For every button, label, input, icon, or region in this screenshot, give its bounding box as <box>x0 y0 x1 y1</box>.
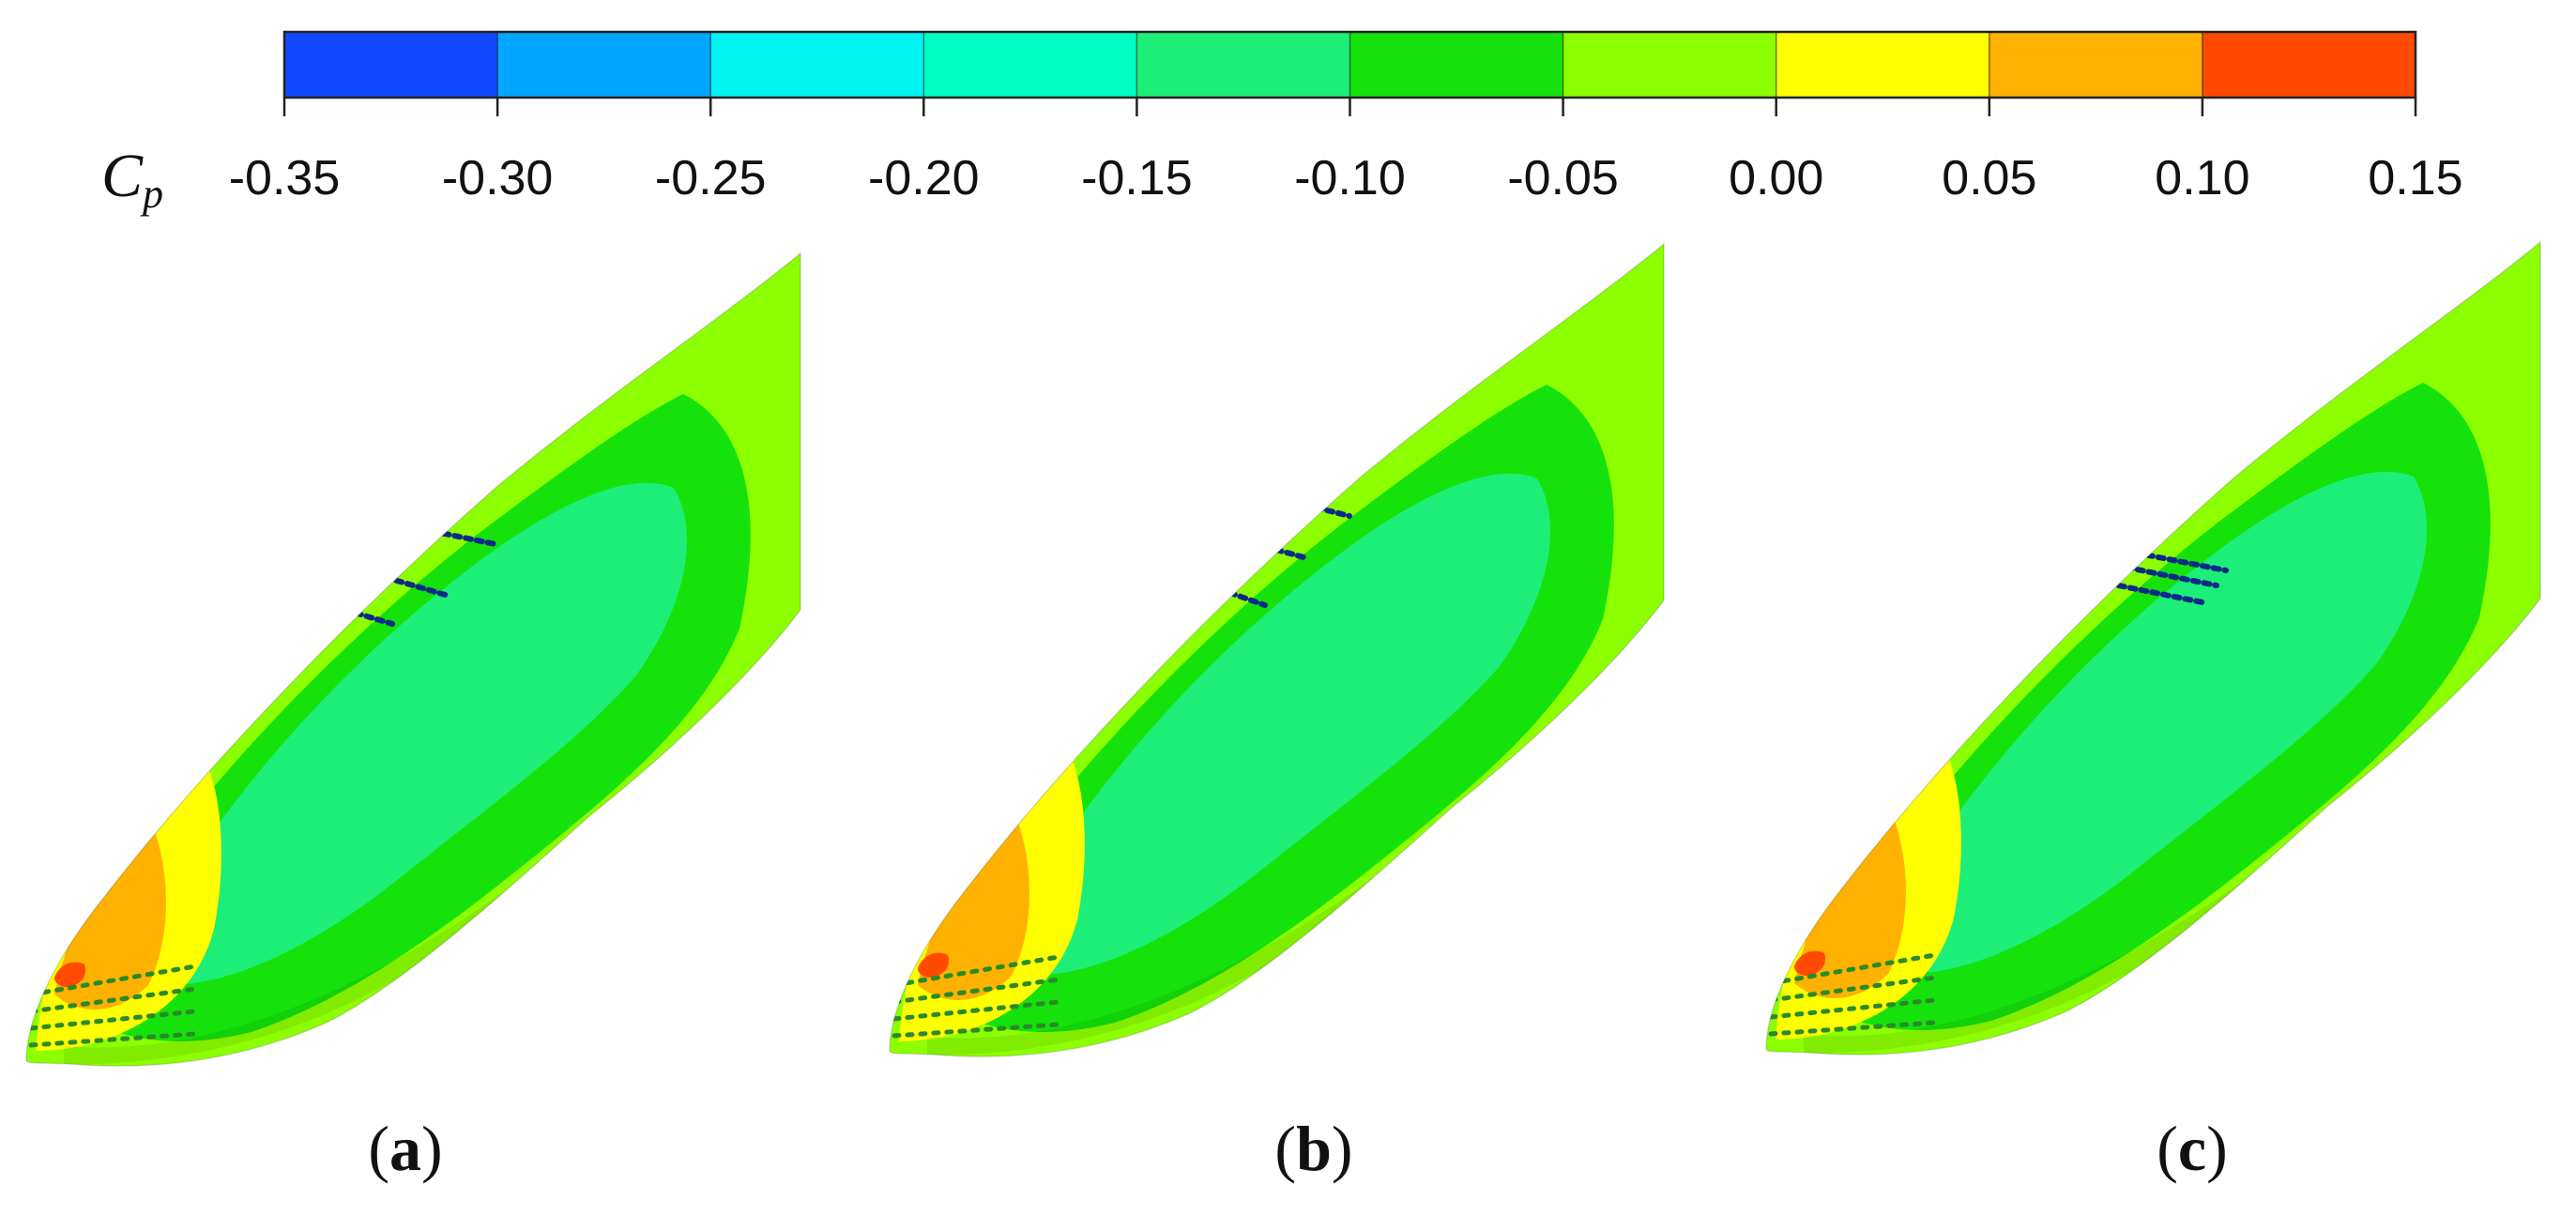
panel-label-c: (c) <box>2157 1113 2228 1184</box>
surface-contours <box>1766 242 2540 1055</box>
colorbar-swatch <box>1989 32 2203 98</box>
nose-hole-row <box>892 1022 1061 1039</box>
colorbar-tick-label: 0.05 <box>1942 151 2037 205</box>
nose-hole-row <box>892 954 1061 988</box>
nose-hole-row <box>28 964 198 997</box>
panel-c-nose-surface <box>1765 240 2541 1055</box>
slot-high-pressure-spot <box>1916 558 1958 573</box>
nose-hole-row <box>1768 1020 1938 1037</box>
contour-region-minus-0-20 <box>1077 430 1289 554</box>
blowing-slot <box>202 565 395 627</box>
surface-outline <box>25 251 801 1067</box>
colorbar-tick-label: -0.15 <box>1081 151 1193 205</box>
nose-hole-row <box>892 977 1061 1005</box>
nose-hole-row <box>28 1009 198 1031</box>
nose-hole-row <box>1768 997 1938 1020</box>
surface-outline <box>889 242 1665 1057</box>
contour-region-0-10 <box>918 952 950 978</box>
contour-region-minus-0-20 <box>214 439 426 564</box>
colorbar-swatch <box>1136 32 1350 98</box>
nose-hole-row <box>28 986 198 1014</box>
blowing-slot <box>1150 463 1352 519</box>
contour-region-minus-0-15 <box>139 482 688 985</box>
contour-region-0-05 <box>918 807 1029 1001</box>
contour-region-minus-0-25 <box>1991 427 2143 510</box>
colorbar-swatch <box>1349 32 1564 98</box>
colorbar-swatch <box>497 32 711 98</box>
colorbar <box>282 30 2417 116</box>
blowing-slot <box>1089 496 1310 561</box>
colorbar-tick-label: 0.00 <box>1729 151 1824 205</box>
colorbar-swatch <box>1776 32 1990 98</box>
contour-region-minus-0-25 <box>252 438 404 522</box>
contour-region-0-05 <box>54 816 166 1010</box>
surface-contours <box>890 244 1664 1057</box>
slot-high-pressure-spot <box>176 569 218 584</box>
nose-hole-row <box>1768 952 1938 986</box>
colorbar-tick-label: -0.20 <box>868 151 980 205</box>
panel-label-a: (a) <box>368 1113 443 1184</box>
surface-outline <box>1765 240 2541 1055</box>
contour-region-0-10 <box>54 962 86 987</box>
colorbar-swatch <box>2202 32 2416 98</box>
colorbar-tick-label: -0.35 <box>228 151 341 205</box>
blowing-slot <box>1089 541 1268 608</box>
colorbar-swatch <box>1562 32 1777 98</box>
surface-contours <box>26 253 800 1067</box>
nose-hole-row <box>892 999 1061 1022</box>
colorbar-swatch <box>710 32 924 98</box>
panel-b-nose-surface <box>889 242 1665 1057</box>
colorbar-tick-label: -0.10 <box>1294 151 1406 205</box>
slot-high-pressure-spot <box>1040 560 1081 575</box>
panel-label-b: (b) <box>1274 1113 1353 1184</box>
colorbar-swatch <box>284 32 498 98</box>
contour-region-minus-0-15 <box>1002 473 1551 977</box>
contour-region-minus-0-20 <box>1954 428 2166 553</box>
contour-region-minus-0-15 <box>1879 471 2428 975</box>
colorbar-tick-label: 0.10 <box>2155 151 2250 205</box>
panel-a-nose-surface <box>25 251 801 1067</box>
colorbar-swatch <box>923 32 1137 98</box>
colorbar-tick-label: -0.30 <box>441 151 554 205</box>
cp-symbol-main: C <box>101 142 144 210</box>
colorbar-tick-label: -0.25 <box>654 151 767 205</box>
colorbar-tick-label: 0.15 <box>2368 151 2463 205</box>
nose-hole-row <box>1768 975 1938 1003</box>
nose-hole-row <box>28 1031 198 1048</box>
contour-region-0-05 <box>1794 805 1906 999</box>
contour-region-0-10 <box>1794 950 1826 976</box>
contour-region-minus-0-25 <box>1115 429 1267 512</box>
cp-symbol-sub: p <box>143 171 164 217</box>
colorbar-tick-label: -0.05 <box>1507 151 1619 205</box>
colorbar-variable-label: Cp <box>101 141 163 218</box>
